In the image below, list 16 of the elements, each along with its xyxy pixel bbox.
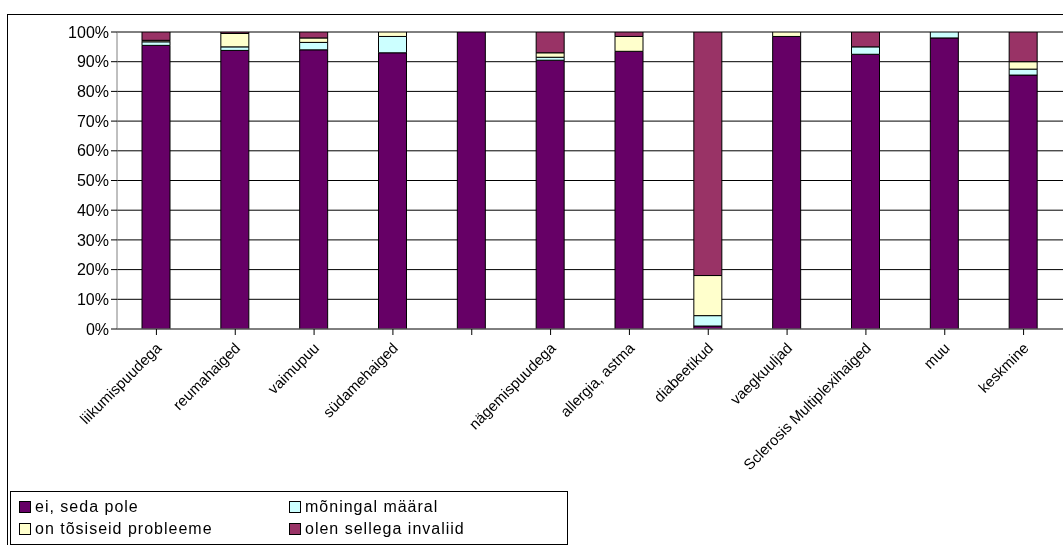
y-tick-label: 70% <box>76 112 109 130</box>
legend-label: mõningal määral <box>305 498 439 516</box>
legend-label: ei, seda pole <box>35 498 139 516</box>
y-tick-label: 40% <box>76 201 109 219</box>
legend-label: olen sellega invaliid <box>305 520 465 538</box>
y-tick-label: 80% <box>76 83 109 101</box>
y-tick-label: 10% <box>76 290 109 308</box>
y-tick-label: 0% <box>85 320 109 338</box>
y-tick-label: 50% <box>76 172 109 190</box>
y-tick-label: 20% <box>76 261 109 279</box>
x-tick-label: muu <box>920 339 953 372</box>
y-tick-label: 30% <box>76 231 109 249</box>
y-tick-label: 100% <box>68 23 109 41</box>
y-tick-label: 60% <box>76 142 109 160</box>
legend-label: on tõsiseid probleeme <box>35 520 213 538</box>
y-tick-label: 90% <box>76 53 109 71</box>
